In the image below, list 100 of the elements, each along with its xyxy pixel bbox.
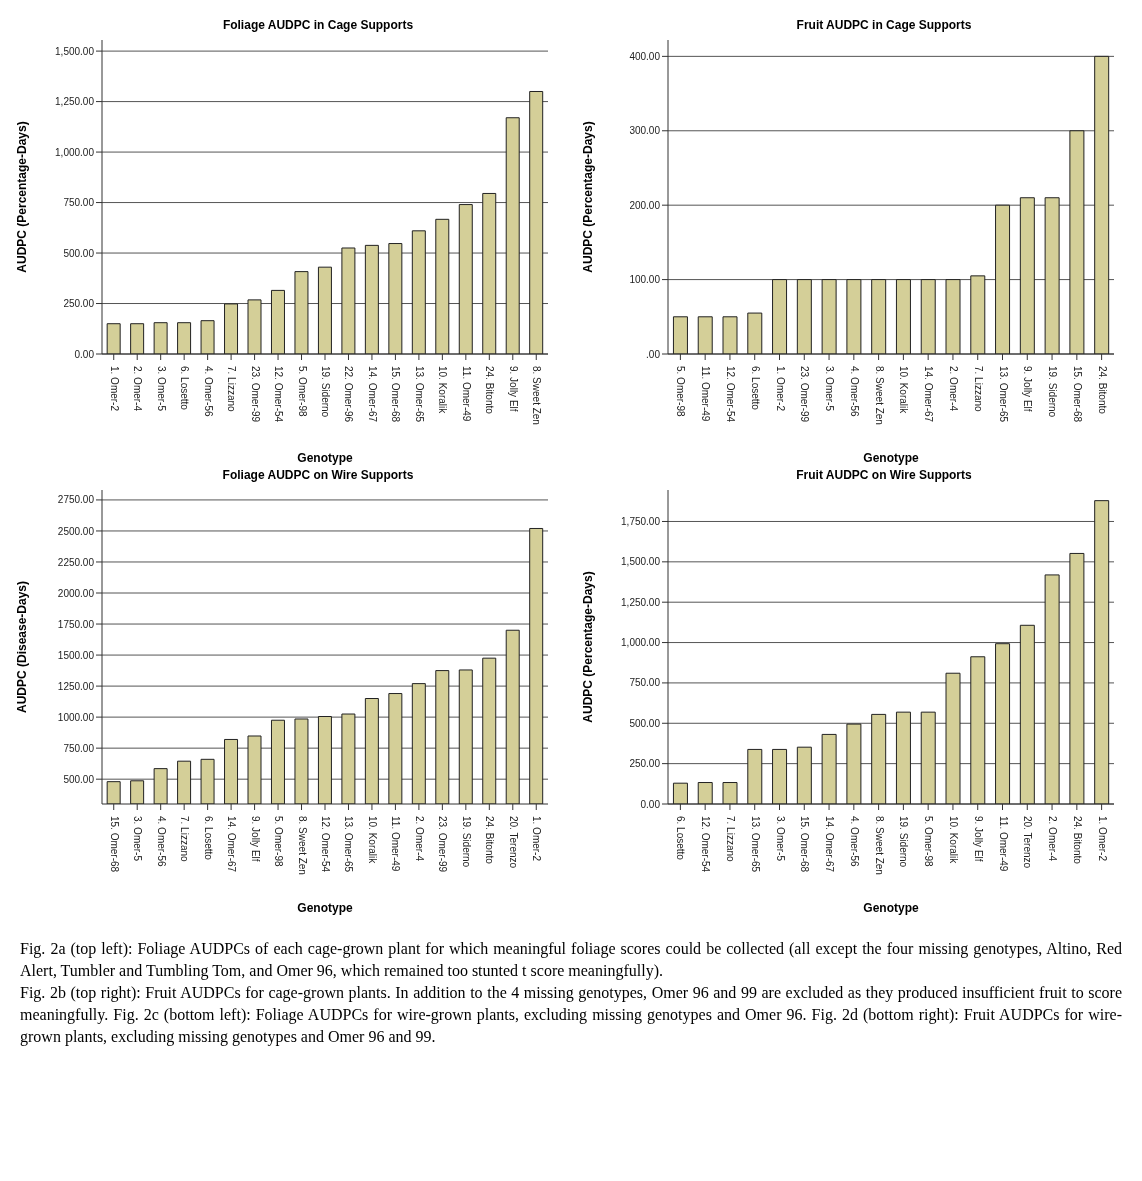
x-tick-label: 2. Omer-4 [413,816,425,862]
y-tick-label: 1250.00 [57,680,95,692]
bar [672,782,688,804]
bar [945,672,961,804]
bar [747,748,763,804]
x-tick-label: 7. Lizzano [724,816,736,863]
x-tick-label: 14. Omer-67 [366,366,378,423]
x-tick-label: 10. Koralik [898,366,910,415]
bar [1044,197,1060,354]
y-tick-label: 1,250.00 [55,96,95,108]
x-tick-label: 2. Omer-4 [132,366,144,412]
caption: Fig. 2b (top right): Fruit AUDPCs for cage-grown plants. In addition to the 4 missing genotypes, Omer 96 and 99 are excluded as they produced insufficient fruit to score meaningfully. Fig. 2c (bottom left): Foliage AUDPCs for wire-grown plants, excluding missing genotypes and Omer 96. Fig. 2d (bottom right): Fruit AUDPCs for wire-grown plants, excluding missing genotypes and Omer 96 and 99. [20,983,1122,1048]
y-tick-label: 0.00 [640,798,661,810]
x-tick-label: 24. Bitonto [1071,816,1083,865]
y-tick-label: 750.00 [63,742,95,754]
x-tick-label: 8. Sweet Zen [296,816,308,875]
bar [388,243,403,354]
y-tick-label: 200.00 [629,199,661,211]
x-tick-label: 13. Omer-65 [997,366,1009,423]
x-axis-title: Genotype [297,901,353,915]
x-axis-title: Genotype [863,451,919,465]
chart-title: Foliage AUDPC in Cage Supports [221,18,415,34]
y-tick-label: 1,000.00 [55,146,95,158]
x-tick-label: 10. Koralik [366,816,378,865]
x-tick-label: 8. Sweet Zen [531,366,543,425]
x-tick-label: 11. Omer-49 [390,816,402,872]
bar [920,279,936,354]
bar [106,323,121,354]
x-tick-label: 4. Omer-56 [202,366,214,418]
x-tick-label: 1. Omer-2 [1096,816,1108,862]
x-axis-title: Genotype [863,901,919,915]
y-tick-label: 1750.00 [57,618,95,630]
x-tick-label: 13. Omer-65 [749,816,761,873]
bar [846,279,862,354]
x-tick-label: 6. Losetto [675,816,687,861]
bar [247,299,262,354]
y-axis-title: AUDPC (Disease-Days) [15,580,30,714]
y-tick-label: 250.00 [63,298,95,310]
x-tick-label: 13. Omer-65 [413,366,425,423]
y-axis-title: AUDPC (Percentage-Days) [581,571,596,723]
x-tick-label: 12. Omer-54 [700,816,712,873]
x-tick-label: 23. Omer-99 [437,816,449,873]
y-tick-label: 0.00 [74,348,95,360]
x-tick-label: 13. Omer-65 [343,816,355,873]
bar [130,323,145,354]
x-tick-label: 14. Omer-67 [923,366,935,423]
bar [821,279,837,354]
x-tick-label: 12. Omer-54 [724,366,736,423]
x-tick-label: 19. Siderno [898,816,910,868]
x-tick-label: 4. Omer-56 [848,366,860,418]
bar [945,279,961,354]
bar [796,279,812,354]
x-tick-label: 22. Omer-96 [343,366,355,423]
x-tick-label: 12. Omer-54 [273,366,285,423]
y-tick-label: .00 [646,348,661,360]
bar [920,711,936,804]
y-axis-title: AUDPC (Percentage-Days) [15,121,30,273]
bar [1069,552,1085,804]
x-tick-label: 8. Sweet Zen [873,366,885,425]
bar [1094,500,1110,804]
caption: Fig. 2a (top left): Foliage AUDPCs of each cage-grown plant for which meaningful foliage scores could be collected (all except the four missing genotypes, Altino, Red Alert, Tumbler and Tumbling Tom, and Omer 96, which remained too stunted t score meaningfully). [20,939,1122,982]
bar [970,656,986,804]
y-tick-label: 2500.00 [57,525,95,537]
x-tick-label: 9. Jolly Elf [972,816,984,862]
x-tick-label: 2. Omer-4 [1047,816,1059,862]
x-tick-label: 20. Terenzo [1022,816,1034,869]
x-tick-label: 1. Omer-2 [774,366,786,412]
x-tick-label: 5. Omer-98 [273,816,285,868]
bar [1019,197,1035,354]
bar [224,303,239,354]
x-tick-label: 24. Bitonto [484,366,496,415]
x-tick-label: 6. Losetto [179,366,191,411]
bar [772,748,788,804]
bar [722,782,738,804]
x-tick-label: 6. Losetto [202,816,214,861]
y-tick-label: 1,750.00 [621,516,661,528]
bar [1044,574,1060,804]
chart-title: Fruit AUDPC on Wire Supports [795,468,973,484]
bar [1019,624,1035,804]
y-tick-label: 2250.00 [57,556,95,568]
x-tick-label: 15. Omer-68 [390,366,402,423]
bar [341,247,356,354]
bar [505,117,520,354]
y-axis-title: AUDPC (Percentage-Days) [581,121,596,273]
bar [995,204,1011,354]
x-tick-label: 7. Lizzano [226,366,238,413]
bar [482,192,497,354]
y-tick-label: 750.00 [63,197,95,209]
x-tick-label: 5. Omer-98 [923,816,935,868]
x-tick-label: 15. Omer-68 [108,816,120,873]
bar [796,746,812,804]
x-tick-label: 10. Koralik [947,816,959,865]
x-tick-label: 14. Omer-67 [226,816,238,873]
x-tick-label: 5. Omer-98 [296,366,308,418]
chart-title: Foliage AUDPC on Wire Supports [221,468,415,484]
x-tick-label: 8. Sweet Zen [873,816,885,875]
bar [697,782,713,804]
x-tick-label: 4. Omer-56 [155,816,167,868]
bar [435,218,450,354]
bar [411,230,426,354]
